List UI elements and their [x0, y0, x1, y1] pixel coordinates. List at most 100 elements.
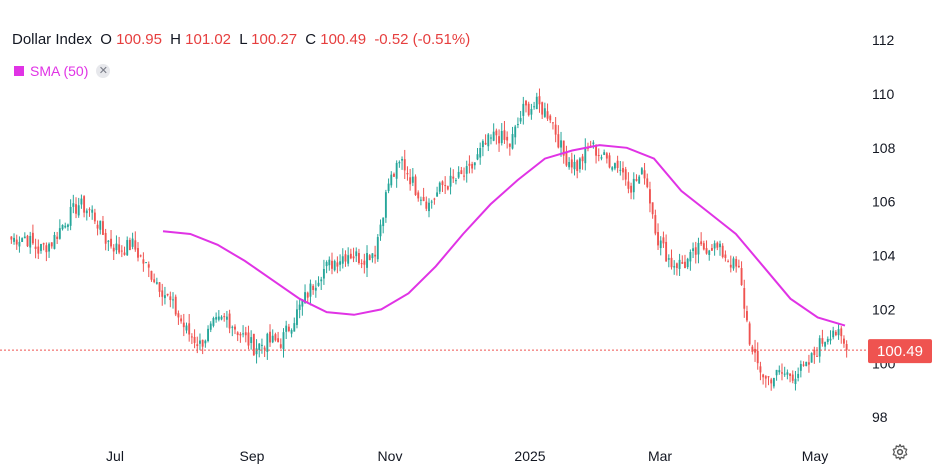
candle-body: [414, 176, 417, 195]
candle-body: [339, 261, 342, 265]
x-tick-label: Sep: [240, 448, 265, 464]
candle-body: [479, 147, 482, 158]
candle-body: [357, 253, 360, 264]
candle-body: [657, 232, 659, 246]
candle-body: [651, 202, 654, 215]
candle-body: [632, 178, 635, 193]
y-tick-label: 106: [872, 194, 896, 210]
candle-body: [236, 332, 239, 336]
candle-body: [64, 225, 67, 228]
candle-body: [231, 326, 234, 328]
candle-body: [69, 206, 72, 226]
candle-body: [538, 96, 541, 105]
candle-body: [843, 338, 845, 344]
candle-body: [174, 296, 177, 315]
candle-body: [34, 246, 37, 249]
candle-body: [441, 181, 444, 186]
candle-body: [355, 251, 358, 257]
low-value: 100.27: [251, 31, 298, 48]
gear-icon[interactable]: [890, 443, 910, 463]
candle-body: [23, 236, 26, 239]
candle-body: [425, 201, 428, 209]
candle-body: [654, 215, 657, 234]
candle-body: [239, 334, 242, 336]
candle-body: [772, 378, 775, 387]
candle-body: [169, 296, 172, 301]
candle-body: [495, 130, 498, 136]
candle-body: [37, 246, 40, 254]
last-price-label: 100.49: [877, 343, 923, 360]
candle-body: [789, 373, 792, 376]
candle-body: [705, 248, 708, 254]
candle-body: [134, 240, 137, 250]
candle-body: [147, 264, 150, 268]
candle-body: [31, 232, 34, 244]
candle-body: [543, 108, 546, 117]
y-tick-label: 110: [872, 86, 895, 102]
candle-body: [120, 250, 123, 252]
candle-body: [724, 254, 727, 258]
candle-body: [807, 362, 810, 365]
close-icon[interactable]: ✕: [96, 64, 111, 78]
candle-body: [118, 244, 121, 253]
candle-body: [837, 329, 840, 336]
candle-body: [708, 250, 711, 255]
candle-body: [188, 323, 191, 335]
candle-body: [562, 140, 565, 156]
candle-body: [309, 283, 312, 297]
candle-body: [638, 176, 641, 184]
candle-body: [754, 348, 756, 353]
candle-body: [797, 373, 800, 378]
candle-body: [317, 282, 320, 286]
candle-body: [670, 257, 673, 268]
candle-body: [613, 163, 616, 169]
candle-body: [570, 159, 573, 168]
candle-body: [487, 134, 490, 147]
candle-body: [786, 372, 789, 375]
candle-body: [727, 261, 730, 263]
candle-body: [182, 322, 185, 328]
close-label: C: [305, 31, 317, 48]
candle-body: [384, 192, 387, 218]
candle-body: [99, 220, 102, 230]
candle-body: [301, 300, 304, 307]
candle-body: [764, 376, 767, 379]
candle-body: [729, 264, 732, 268]
candle-body: [145, 262, 148, 264]
candle-body: [263, 347, 266, 350]
candle-body: [42, 243, 45, 245]
candle-body: [368, 255, 371, 261]
candle-body: [681, 262, 684, 264]
candle-body: [282, 332, 285, 350]
candle-body: [624, 169, 627, 180]
candle-body: [61, 225, 64, 230]
candle-body: [93, 212, 96, 222]
candle-body: [18, 241, 21, 247]
candle-body: [56, 236, 59, 239]
candle-body: [247, 332, 250, 346]
candle-body: [710, 248, 713, 251]
candle-body: [274, 334, 277, 341]
candle-body: [371, 253, 374, 259]
open-label: O: [100, 31, 112, 48]
y-tick-label: 102: [872, 301, 896, 317]
candle-body: [578, 158, 581, 170]
change-value: -0.52 (-0.51%): [374, 31, 471, 48]
candle-body: [816, 355, 818, 357]
ohlc-legend: Dollar Index O 100.95 H 101.02 L 100.27 …: [12, 31, 470, 48]
candle-body: [781, 372, 783, 374]
candle-body: [185, 325, 188, 331]
candle-body: [667, 258, 670, 260]
indicator-legend[interactable]: SMA (50) ✕: [14, 63, 111, 79]
candle-body: [746, 311, 748, 321]
candle-body: [581, 156, 584, 162]
candle-body: [225, 316, 228, 320]
high-value: 101.02: [185, 31, 232, 48]
x-axis[interactable]: Jul Sep Nov 2025 Mar May: [106, 448, 828, 464]
candle-body: [659, 240, 662, 249]
candle-body: [840, 328, 843, 337]
sma-line: [162, 144, 846, 327]
